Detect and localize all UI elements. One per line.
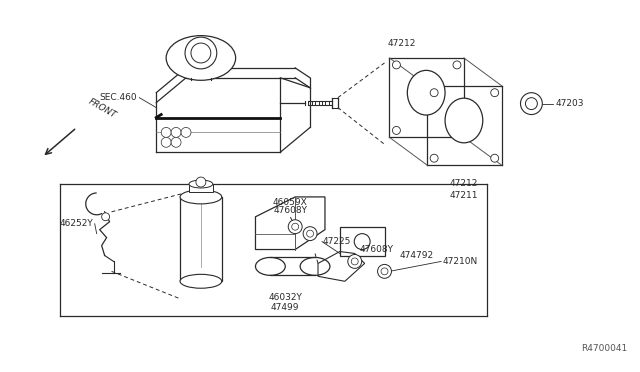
Bar	[340, 227, 385, 256]
Circle shape	[191, 43, 211, 63]
Circle shape	[351, 258, 358, 265]
Circle shape	[430, 154, 438, 162]
Circle shape	[392, 126, 401, 134]
Circle shape	[181, 128, 191, 137]
Text: FRONT: FRONT	[87, 97, 118, 121]
Text: 46059X: 46059X	[273, 198, 308, 207]
Circle shape	[171, 128, 181, 137]
Text: 47210N: 47210N	[442, 257, 477, 266]
Text: 47211: 47211	[450, 191, 478, 200]
Ellipse shape	[166, 36, 236, 80]
Circle shape	[381, 268, 388, 275]
Circle shape	[348, 254, 362, 268]
Ellipse shape	[300, 257, 330, 275]
Circle shape	[102, 213, 109, 221]
Circle shape	[430, 89, 438, 97]
Text: 47499: 47499	[271, 303, 300, 312]
Ellipse shape	[445, 98, 483, 143]
Text: 47608Y: 47608Y	[360, 245, 394, 254]
Circle shape	[161, 128, 171, 137]
Bar	[189, 184, 213, 192]
Circle shape	[520, 93, 542, 115]
Circle shape	[185, 37, 217, 69]
Text: SEC.460: SEC.460	[100, 93, 138, 102]
Text: 47203: 47203	[556, 99, 584, 108]
Circle shape	[303, 227, 317, 241]
Text: 47225: 47225	[323, 237, 351, 246]
Circle shape	[288, 220, 302, 234]
Circle shape	[171, 137, 181, 147]
Text: 47608Y: 47608Y	[273, 206, 307, 215]
Ellipse shape	[255, 257, 285, 275]
Text: R4700041: R4700041	[581, 344, 628, 353]
Ellipse shape	[180, 274, 221, 288]
Ellipse shape	[180, 190, 221, 204]
Bar	[180, 197, 221, 281]
Circle shape	[292, 223, 299, 230]
Text: 46252Y: 46252Y	[60, 219, 93, 228]
Ellipse shape	[407, 70, 445, 115]
Circle shape	[378, 264, 392, 278]
Circle shape	[392, 61, 401, 69]
Circle shape	[307, 230, 314, 237]
Text: 47212: 47212	[450, 179, 478, 188]
Text: 46032Y: 46032Y	[268, 293, 302, 302]
Text: 474792: 474792	[399, 251, 433, 260]
Circle shape	[161, 137, 171, 147]
Text: 47212: 47212	[387, 39, 416, 48]
Circle shape	[491, 89, 499, 97]
Ellipse shape	[189, 180, 213, 188]
Circle shape	[525, 98, 538, 110]
Circle shape	[355, 234, 370, 250]
Circle shape	[453, 126, 461, 134]
Circle shape	[491, 154, 499, 162]
Circle shape	[453, 61, 461, 69]
Circle shape	[196, 177, 206, 187]
